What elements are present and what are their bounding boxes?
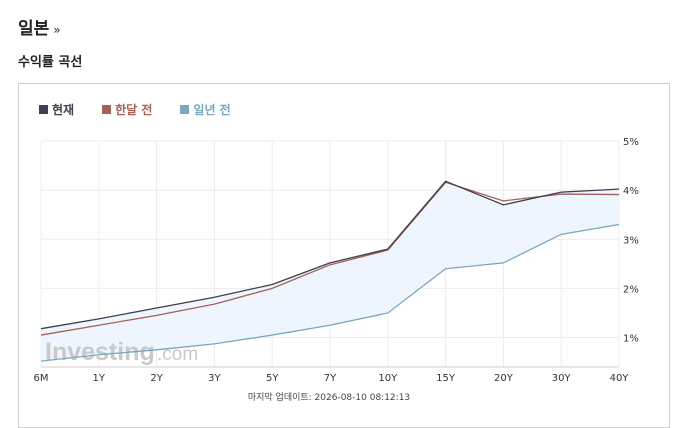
legend-swatch-month-ago [102, 105, 112, 114]
y-tick-label: 5% [623, 137, 639, 148]
legend-label-month-ago: 한달 전 [115, 103, 153, 117]
legend-label-current: 현재 [52, 103, 75, 117]
x-tick-label: 20Y [494, 373, 514, 384]
section-title: 수익률 곡선 [18, 55, 83, 70]
y-tick-label: 1% [623, 334, 639, 345]
legend-swatch-year-ago [180, 105, 190, 114]
y-tick-label: 4% [623, 186, 639, 197]
x-tick-label: 2Y [150, 373, 163, 384]
x-tick-label: 1Y [93, 373, 106, 384]
series-line-year-ago[interactable] [40, 223, 620, 362]
last-update-text: 마지막 업데이트: 2026-08-10 08:12:13 [248, 392, 410, 403]
page-title: 일본» [18, 14, 61, 39]
x-tick-label: 40Y [610, 373, 630, 384]
x-tick-label: 3Y [208, 373, 221, 384]
x-tick-label: 5Y [266, 373, 279, 384]
x-tick-label: 7Y [324, 373, 337, 384]
y-tick-label: 3% [623, 235, 639, 246]
series-line-month-ago[interactable] [40, 181, 620, 336]
area-fill-between-series [41, 181, 619, 362]
yield-curve-chart: 현재 한달 전 일년 전 Investing .com 6M 1Y 2Y 3Y 5Y 7Y… [18, 83, 670, 428]
series-line-current[interactable] [40, 180, 620, 330]
page-title-text: 일본 [18, 19, 50, 39]
legend-item-month-ago[interactable]: 한달 전 [102, 101, 152, 118]
x-tick-label: 30Y [552, 373, 572, 384]
chart-plot-svg: Investing .com 6M 1Y 2Y 3Y 5Y 7Y 10Y 15Y 20Y 30Y 4… [34, 137, 639, 403]
chart-legend: 현재 한달 전 일년 전 [39, 101, 231, 118]
legend-label-year-ago: 일년 전 [193, 103, 231, 117]
legend-item-year-ago[interactable]: 일년 전 [180, 101, 231, 118]
x-tick-label: 15Y [436, 373, 456, 384]
x-tick-label: 6M [34, 373, 49, 384]
x-tick-label: 10Y [378, 373, 398, 384]
legend-swatch-current [39, 105, 48, 114]
legend-item-current[interactable]: 현재 [39, 101, 74, 118]
y-tick-label: 2% [623, 284, 639, 295]
more-arrow-icon[interactable]: » [53, 23, 61, 37]
